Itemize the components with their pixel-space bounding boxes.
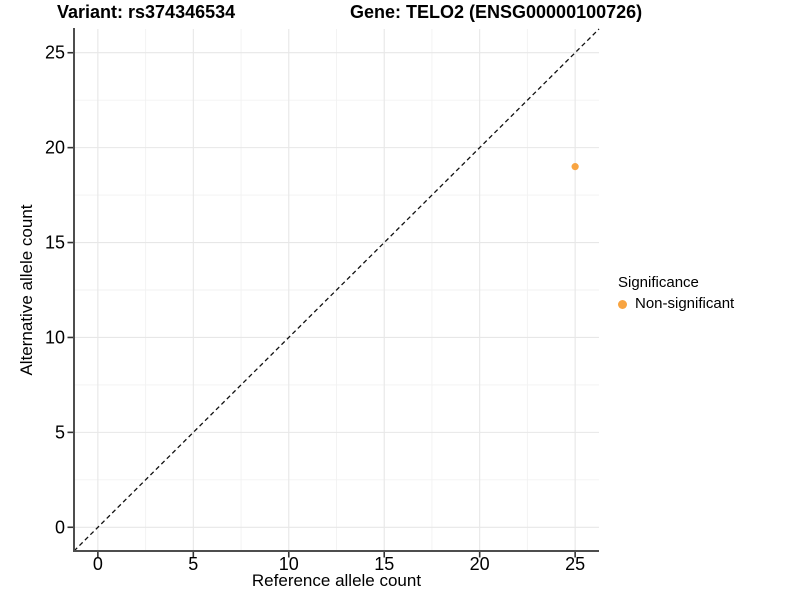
x-tick-label: 25 xyxy=(565,554,585,574)
x-tick-label: 5 xyxy=(188,554,198,574)
y-tick-label: 15 xyxy=(45,233,65,253)
legend-point-icon xyxy=(618,299,627,309)
x-tick-label: 20 xyxy=(470,554,490,574)
legend: Significance Non-significant xyxy=(615,273,734,313)
legend-item-label: Non-significant xyxy=(635,295,735,312)
x-tick-label: 10 xyxy=(279,554,299,574)
y-tick-label: 0 xyxy=(55,517,65,537)
y-tick-label: 5 xyxy=(55,422,65,442)
identity-dashed-line xyxy=(73,28,600,552)
legend-title: Significance xyxy=(618,274,699,291)
x-axis-label: Reference allele count xyxy=(251,571,422,590)
x-tick-label: 0 xyxy=(93,554,103,574)
plot-title-gene: Gene: TELO2 (ENSG00000100726) xyxy=(350,2,643,22)
y-tick-label: 10 xyxy=(45,327,65,347)
y-axis-label: Alternative allele count xyxy=(17,204,36,376)
y-tick-label: 25 xyxy=(45,43,65,63)
x-tick-label: 15 xyxy=(374,554,394,574)
plot-title-variant: Variant: rs374346534 xyxy=(57,2,236,22)
y-tick-label: 20 xyxy=(45,138,65,158)
legend-item-non-significant: Non-significant xyxy=(615,295,734,313)
data-point xyxy=(571,163,579,171)
